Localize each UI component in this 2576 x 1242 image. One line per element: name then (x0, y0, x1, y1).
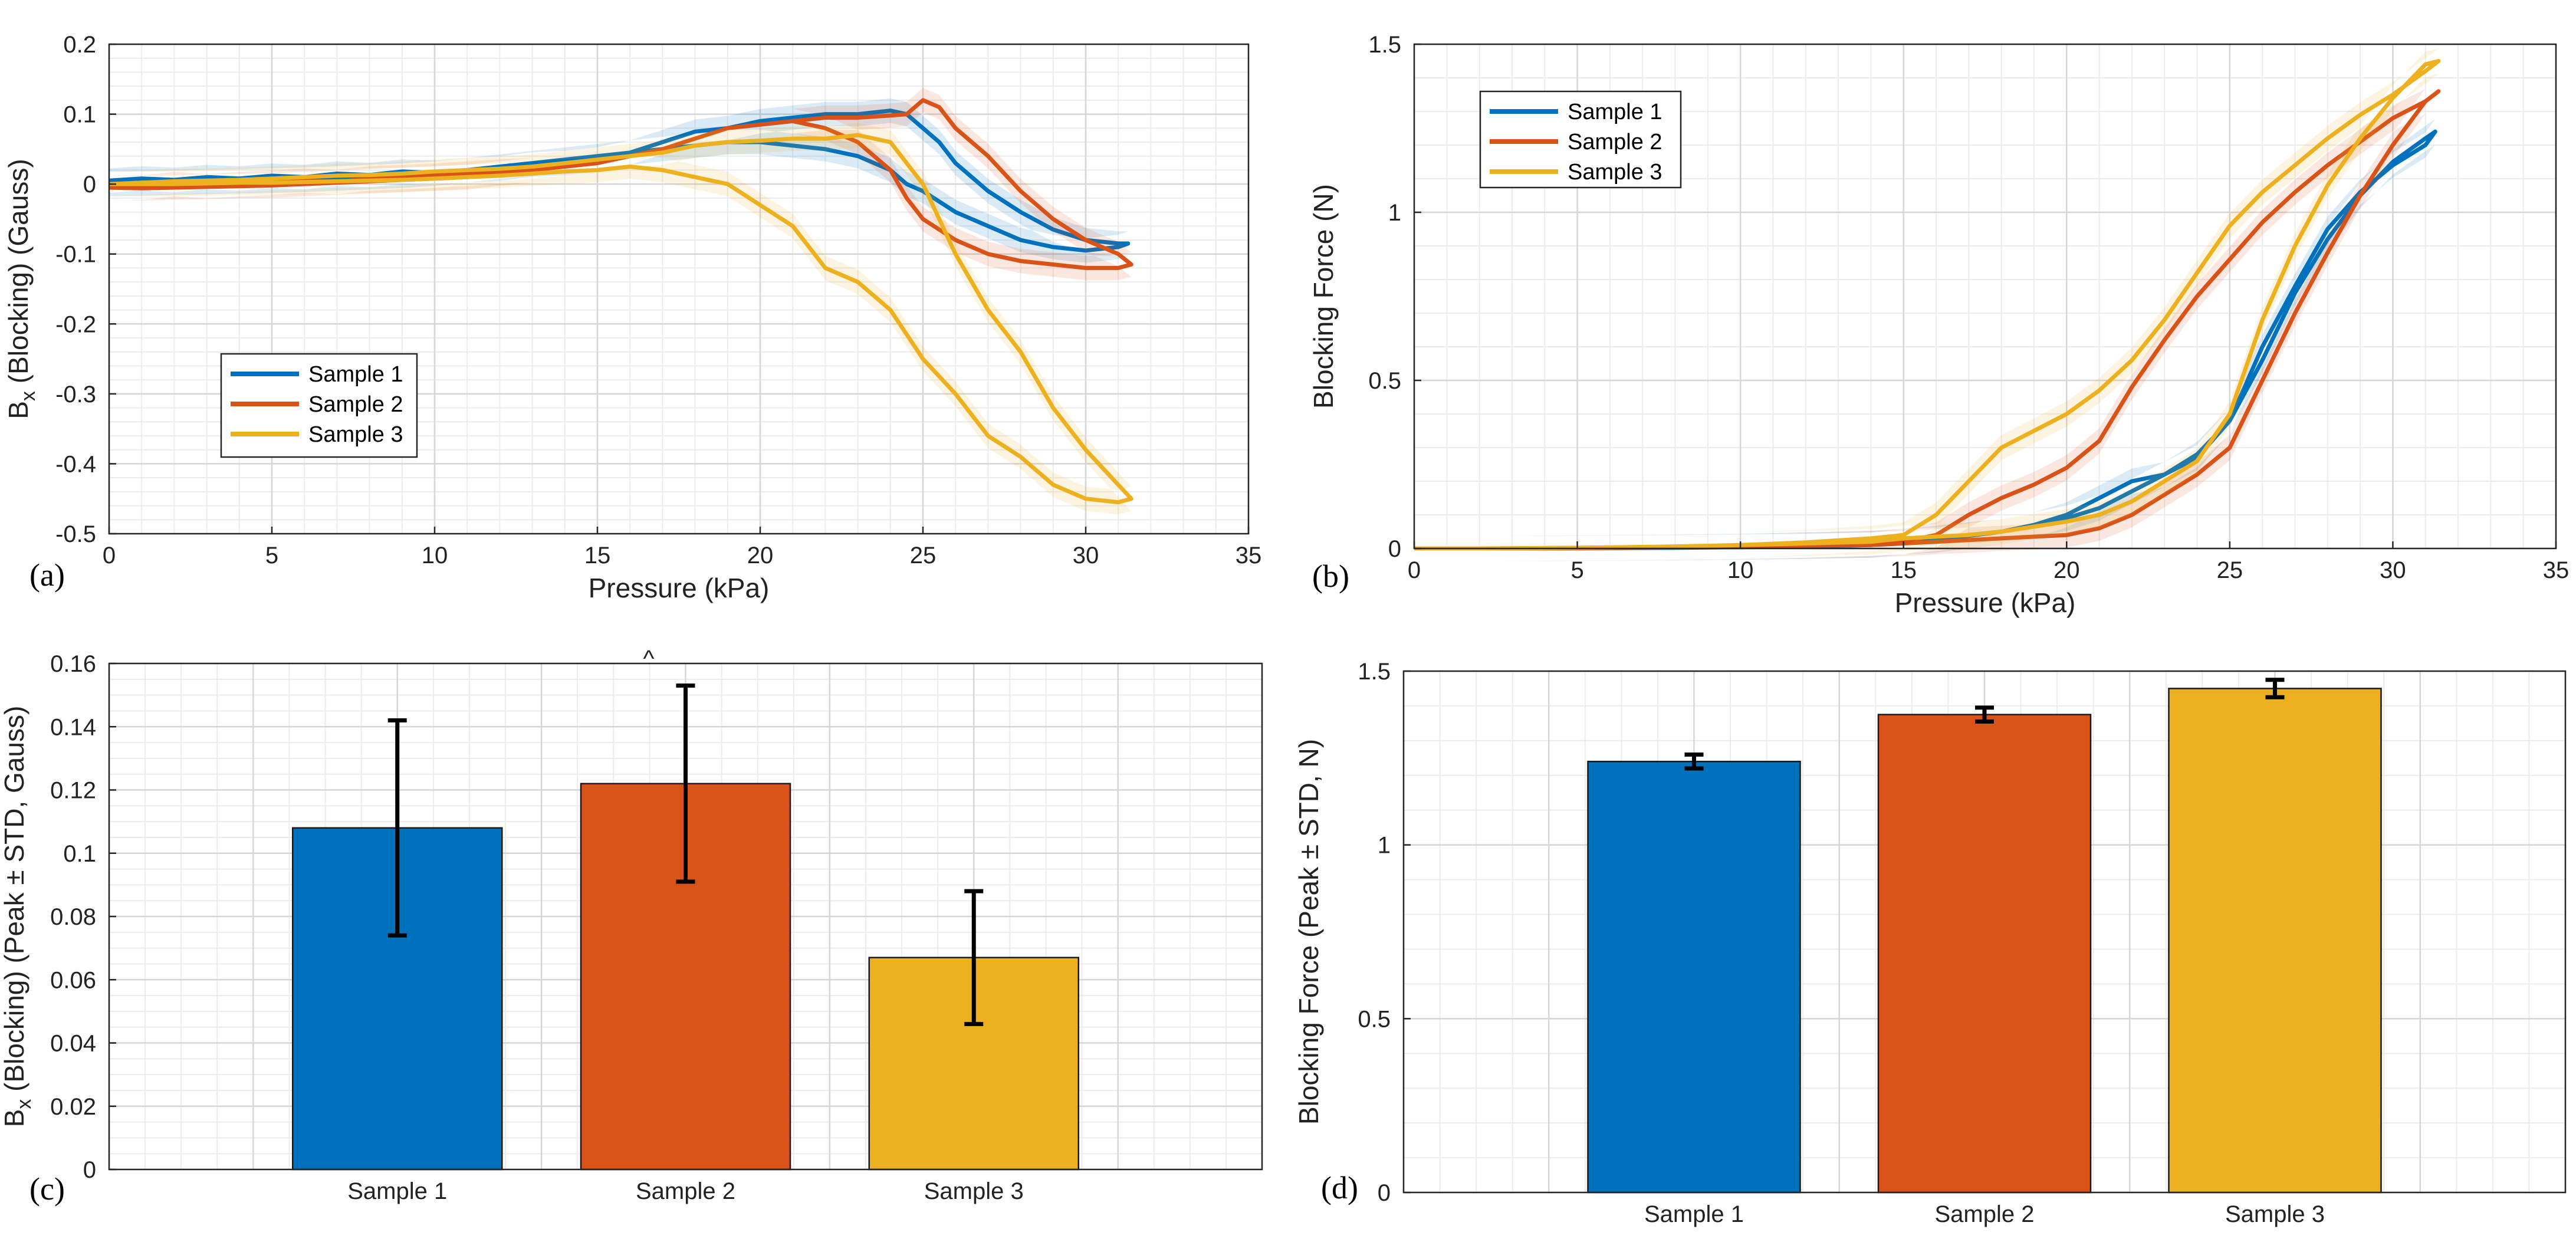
panel-d-axes-box (1402, 670, 2567, 1194)
panel-label-d: (d) (1321, 1170, 1358, 1205)
panel-d-category-label-3: Sample 3 (2225, 1201, 2325, 1227)
panel-c-y-tick-label: 0.1 (63, 841, 96, 867)
panel-b-axes-box (1413, 43, 2557, 550)
panel-b-x-tick-label: 25 (2217, 557, 2243, 583)
panel-a-x-tick-label: 20 (747, 543, 774, 569)
panel-a-plot-area (109, 44, 1248, 534)
line-chart-a: 0 5 10 15 20 25 30 35 0.2 0.1 0 -0.1 -0.2 -0.3 -0.4 -0.… (3, 32, 1261, 603)
panel-label-c: (c) (29, 1171, 65, 1207)
panel-c-y-tick-label: 0.12 (50, 778, 96, 804)
panel-a-x-tick-label: 25 (910, 543, 937, 569)
panel-d-category-label-1: Sample 1 (1644, 1201, 1744, 1227)
panel-a-std-band-3 (109, 123, 1132, 515)
panel-a-x-tick-label: 10 (422, 543, 448, 569)
panel-c-y-tick-label: 0.14 (50, 714, 96, 740)
panel-c-y-tick-label: 0.08 (50, 904, 96, 930)
panel-c-y-axis-label: Bx (Blocking) (Peak ± STD, Gauss) (0, 706, 35, 1128)
panel-b-legend-label-1: Sample 1 (1568, 100, 1662, 124)
panel-a-y-tick-label: 0.2 (63, 32, 96, 58)
panel-b-y-tick-label: 0.5 (1368, 368, 1401, 394)
panel-a-legend-label-2: Sample 2 (308, 392, 403, 417)
panel-d-y-tick-label: 0.5 (1358, 1006, 1391, 1032)
panel-a-y-tick-label: 0.1 (63, 102, 96, 128)
panel-b-x-tick-label: 35 (2543, 557, 2570, 583)
panel-d-category-label-2: Sample 2 (1935, 1201, 2035, 1227)
panel-c-category-label-1: Sample 1 (347, 1178, 447, 1204)
panel-a-x-tick-label: 0 (103, 543, 116, 569)
panel-d-y-tick-label: 1.5 (1358, 659, 1391, 685)
bar-chart-d: Sample 1 Sample 2 Sample 3 1.5 1 0.5 0 Blocking… (1293, 659, 2567, 1227)
panel-d-bar-1 (1587, 760, 1801, 1194)
panel-c-y-tick-label: 0.04 (50, 1031, 96, 1057)
panel-c-y-tick-label: 0 (83, 1157, 96, 1183)
panel-a-x-tick-label: 30 (1073, 543, 1099, 569)
panel-c-y-tick-label: 0.16 (50, 651, 96, 677)
panel-d-y-axis-label: Blocking Force (Peak ± STD, N) (1293, 739, 1324, 1125)
panel-b-legend-label-2: Sample 2 (1568, 130, 1662, 155)
panel-b-y-tick-label: 0 (1388, 536, 1401, 562)
panel-a-axes-box (108, 43, 1250, 535)
panel-a-legend-label-1: Sample 1 (308, 362, 403, 387)
panel-d-bar-3 (2168, 688, 2382, 1194)
panel-a-legend-label-3: Sample 3 (308, 422, 403, 447)
panel-a-x-tick-label: 5 (265, 543, 278, 569)
panel-c-y-tick-label: 0.06 (50, 967, 96, 993)
panel-b-x-tick-label: 15 (1890, 557, 1917, 583)
panel-a-y-axis-label: Bx (Blocking) (Gauss) (3, 159, 40, 419)
panel-b-x-tick-label: 20 (2053, 557, 2080, 583)
panel-label-a: (a) (29, 557, 65, 593)
panel-a-x-tick-label: 35 (1236, 543, 1262, 569)
panel-a-y-tick-label: -0.5 (55, 521, 96, 547)
panel-d-y-tick-label: 0 (1378, 1180, 1391, 1206)
panel-b-x-axis-label: Pressure (kPa) (1895, 587, 2076, 618)
panel-a-y-tick-label: -0.1 (55, 242, 96, 268)
panel-b-x-tick-label: 10 (1727, 557, 1754, 583)
panel-a-y-tick-label: 0 (83, 172, 96, 198)
panel-a-x-tick-label: 15 (584, 543, 611, 569)
panel-b-series-line-3 (1414, 59, 2441, 551)
panel-a-y-tick-label: -0.4 (55, 451, 96, 477)
panel-b-legend-label-3: Sample 3 (1568, 160, 1662, 185)
panel-b-y-tick-label: 1.5 (1368, 32, 1401, 58)
panel-b-x-tick-label: 5 (1570, 557, 1583, 583)
line-chart-b: 0 5 10 15 20 25 30 35 1.5 1 0.5 0 Pressure (kPa) Bloc… (1308, 32, 2569, 618)
panel-c-category-label-3: Sample 3 (924, 1178, 1024, 1204)
panel-a-series-line-3 (109, 133, 1133, 505)
panel-b-x-tick-label: 30 (2380, 557, 2406, 583)
panel-a-std-band-1 (109, 98, 1128, 263)
panel-c-category-label-2: Sample 2 (636, 1178, 735, 1204)
bar-chart-c: Sample 1 Sample 2 Sample 3 0.16 0.14 0.12 0.1 0… (0, 646, 1263, 1204)
panel-label-b: (b) (1312, 558, 1349, 594)
panel-b-y-tick-label: 1 (1388, 200, 1401, 226)
panel-c-y-tick-label: 0.02 (50, 1094, 96, 1120)
panel-b-y-axis-label: Blocking Force (N) (1308, 184, 1339, 409)
panel-a-y-tick-label: -0.3 (55, 382, 96, 408)
panel-b-x-tick-label: 0 (1408, 557, 1421, 583)
panel-a-y-tick-label: -0.2 (55, 311, 96, 337)
panel-c-stray-mark: ^ (643, 646, 655, 672)
panel-d-y-tick-label: 1 (1378, 833, 1391, 859)
panel-a-x-axis-label: Pressure (kPa) (589, 573, 770, 603)
panel-d-bar-2 (1877, 714, 2092, 1194)
